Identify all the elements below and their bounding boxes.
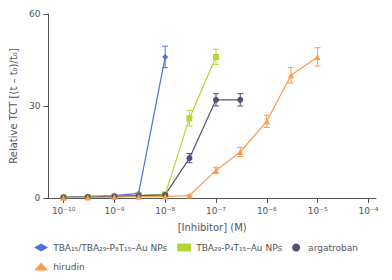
svg-text:60: 60: [29, 9, 41, 19]
svg-text:10⁻⁵: 10⁻⁵: [308, 206, 328, 216]
svg-text:argatroban: argatroban: [308, 243, 358, 253]
svg-text:10⁻⁷: 10⁻⁷: [206, 206, 226, 216]
svg-text:10⁻¹⁰: 10⁻¹⁰: [52, 206, 76, 216]
svg-text:hirudin: hirudin: [53, 262, 85, 272]
svg-text:10⁻⁸: 10⁻⁸: [155, 206, 175, 216]
svg-text:30: 30: [29, 101, 41, 111]
svg-text:[Inhibitor] (M): [Inhibitor] (M): [178, 222, 247, 233]
svg-text:10⁻⁴: 10⁻⁴: [358, 206, 378, 216]
svg-text:0: 0: [35, 193, 41, 203]
svg-text:TBA₂₉-P₄T₁₅–Au NPs: TBA₂₉-P₄T₁₅–Au NPs: [195, 243, 282, 253]
svg-text:10⁻⁹: 10⁻⁹: [104, 206, 124, 216]
svg-text:TBA₁₅/TBA₂₉-P₈T₁₅–Au NPs: TBA₁₅/TBA₂₉-P₈T₁₅–Au NPs: [52, 243, 167, 253]
svg-text:Relative TCT [(t – t₀)/t₀]: Relative TCT [(t – t₀)/t₀]: [8, 48, 19, 164]
svg-text:10⁻⁶: 10⁻⁶: [257, 206, 277, 216]
